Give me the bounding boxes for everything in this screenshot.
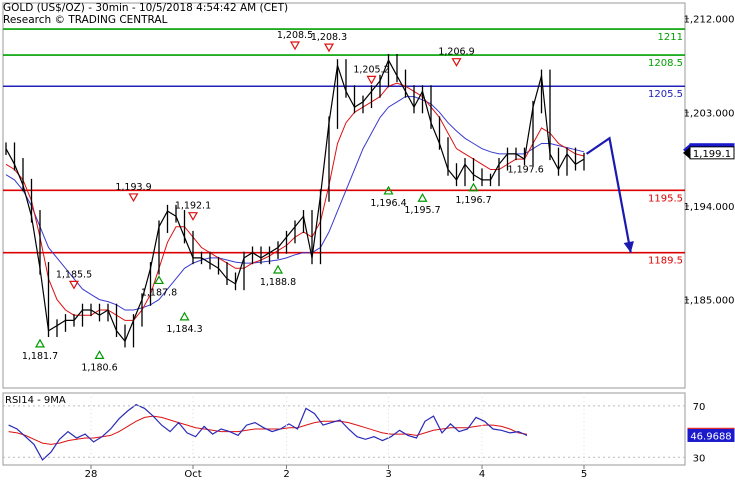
- swing-low-marker: [34, 338, 46, 348]
- swing-low-label: 1,180.6: [81, 362, 117, 373]
- time-tick-label: 28: [85, 469, 98, 480]
- support-resistance-levels: 1211 1208.5 1205.5 1195.5 1189.5: [3, 28, 685, 267]
- swing-high-marker: [68, 280, 80, 290]
- swing-high-marker: [451, 58, 462, 67]
- swing-low-marker: [468, 182, 479, 192]
- price-candles: [5, 53, 585, 348]
- swing-low-label: 1,196.4: [370, 198, 406, 209]
- time-tick-label: 5: [581, 469, 587, 480]
- swing-high-label: 1,193.9: [115, 182, 151, 193]
- rsi-tick-label: 70: [693, 402, 706, 413]
- swing-high-marker: [323, 43, 335, 53]
- chart-source: Research © TRADING CENTRAL: [3, 14, 168, 26]
- rsi-panel: 703047.869846.9688 RSI14 - 9MA: [2, 392, 735, 466]
- level-label: 1205.5: [648, 89, 683, 100]
- rsi-line: [8, 403, 528, 461]
- swing-low-marker: [383, 185, 394, 195]
- swing-high-marker: [128, 193, 139, 203]
- swing-high-label: 1,206.9: [438, 47, 474, 58]
- swing-high-label: 1,208.5: [277, 30, 313, 41]
- time-axis: 28 Oct 2 3 4 5: [85, 393, 587, 480]
- price-badge-label: 1,199.1: [693, 149, 731, 160]
- price-pointer: [683, 146, 690, 159]
- swing-annotations: 1,181.7 1,185.5 1,180.6 1,193.9 1,187.8 1,192…: [22, 30, 544, 373]
- time-tick-label: 3: [385, 469, 391, 480]
- swing-high-marker: [366, 75, 377, 85]
- price-tick-label: 1,203.000: [684, 108, 735, 119]
- time-tick-label: Oct: [184, 469, 201, 480]
- rsi-axis: 703047.869846.9688: [3, 402, 735, 464]
- price-tick-label: 1,185.000: [684, 296, 735, 307]
- level-label: 1211: [658, 32, 683, 43]
- blue-ma-line: [5, 96, 585, 311]
- price-axis: 1,212.000 1,203.000 1,194.000 1,185.000 1,19…: [683, 15, 735, 307]
- price-badge: [689, 146, 735, 160]
- price-tick-label: 1,194.000: [684, 202, 735, 213]
- swing-high-label: 1,185.5: [56, 269, 92, 280]
- swing-high-label: 1,205.2: [353, 64, 389, 75]
- rsi-value-label: 46.9688: [690, 431, 731, 442]
- swing-low-marker: [153, 275, 165, 285]
- swing-low-label: 1,195.7: [404, 205, 440, 216]
- price-line: [5, 58, 585, 343]
- swing-low-label: 1,187.8: [141, 287, 177, 298]
- swing-low-marker: [272, 264, 284, 274]
- level-label: 1208.5: [648, 58, 683, 69]
- time-tick-label: 2: [283, 469, 289, 480]
- swing-low-marker: [179, 311, 190, 321]
- level-label: 1195.5: [648, 193, 683, 204]
- time-tick-label: 4: [479, 469, 485, 480]
- rsi-tick-label: 30: [693, 453, 706, 464]
- rsi-lines: [8, 403, 528, 461]
- chart-title: GOLD (US$/OZ) - 30min - 10/5/2018 4:54:4…: [3, 2, 289, 14]
- forecast-path: [585, 136, 634, 253]
- swing-high-label: 1,192.1: [175, 201, 211, 212]
- swing-low-label: 1,181.7: [22, 351, 58, 362]
- swing-low-label: 1,184.3: [166, 324, 202, 335]
- rsi-title: RSI14 - 9MA: [5, 395, 66, 406]
- swing-high-marker: [289, 41, 301, 51]
- swing-low-label: 1,188.8: [260, 277, 296, 288]
- swing-low-label: 1,196.7: [455, 195, 491, 206]
- swing-high-label: 1,208.3: [311, 32, 347, 43]
- price-annotation: 1,197.6: [508, 164, 544, 175]
- rsi-panel-border: [2, 392, 686, 466]
- swing-low-marker: [94, 350, 105, 359]
- level-label: 1189.5: [648, 256, 683, 267]
- forecast-arrowhead: [623, 241, 634, 253]
- swing-low-marker: [417, 193, 428, 202]
- price-tick-label: 1,212.000: [684, 15, 735, 26]
- rsi-value-badge: [687, 428, 735, 442]
- forecast-line: [585, 136, 632, 253]
- swing-high-marker: [187, 212, 199, 221]
